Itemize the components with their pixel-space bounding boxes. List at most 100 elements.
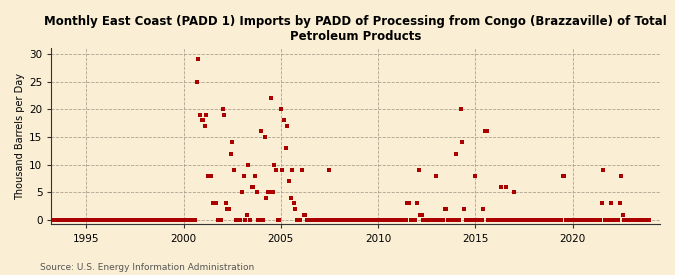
Point — [102, 218, 113, 222]
Point — [506, 218, 516, 222]
Point — [441, 207, 452, 211]
Point — [433, 218, 443, 222]
Point — [606, 201, 617, 206]
Point — [49, 218, 59, 222]
Point — [109, 218, 119, 222]
Point — [122, 218, 132, 222]
Point — [515, 218, 526, 222]
Point — [556, 218, 566, 222]
Point — [568, 218, 579, 222]
Point — [561, 218, 572, 222]
Point — [191, 79, 202, 84]
Point — [186, 218, 197, 222]
Point — [75, 218, 86, 222]
Point — [274, 218, 285, 222]
Point — [259, 135, 270, 139]
Point — [635, 218, 646, 222]
Point — [280, 146, 291, 150]
Point — [620, 218, 631, 222]
Point — [261, 196, 271, 200]
Point — [514, 218, 524, 222]
Point — [138, 218, 148, 222]
Point — [544, 218, 555, 222]
Point — [530, 218, 541, 222]
Point — [323, 218, 333, 222]
Point — [431, 174, 442, 178]
Point — [643, 218, 654, 222]
Point — [148, 218, 159, 222]
Point — [89, 218, 100, 222]
Point — [272, 218, 283, 222]
Point — [263, 190, 273, 194]
Point — [567, 218, 578, 222]
Point — [517, 218, 528, 222]
Point — [222, 207, 233, 211]
Point — [415, 212, 426, 217]
Point — [410, 218, 421, 222]
Point — [141, 218, 152, 222]
Point — [361, 218, 372, 222]
Point — [575, 218, 586, 222]
Point — [368, 218, 379, 222]
Point — [465, 218, 476, 222]
Point — [339, 218, 350, 222]
Point — [301, 218, 312, 222]
Point — [295, 218, 306, 222]
Point — [539, 218, 550, 222]
Point — [304, 218, 315, 222]
Point — [637, 218, 647, 222]
Point — [153, 218, 163, 222]
Point — [504, 218, 515, 222]
Point — [58, 218, 69, 222]
Point — [303, 218, 314, 222]
Point — [209, 201, 220, 206]
Point — [543, 218, 554, 222]
Point — [475, 218, 485, 222]
Y-axis label: Thousand Barrels per Day: Thousand Barrels per Day — [15, 73, 25, 200]
Point — [471, 218, 482, 222]
Point — [421, 218, 432, 222]
Point — [491, 218, 502, 222]
Point — [608, 218, 618, 222]
Point — [88, 218, 99, 222]
Point — [416, 212, 427, 217]
Point — [196, 118, 207, 123]
Point — [133, 218, 144, 222]
Point — [520, 218, 531, 222]
Point — [355, 218, 366, 222]
Point — [300, 212, 310, 217]
Point — [128, 218, 139, 222]
Point — [456, 107, 466, 111]
Point — [266, 96, 277, 100]
Point — [180, 218, 190, 222]
Point — [628, 218, 639, 222]
Point — [90, 218, 101, 222]
Point — [277, 168, 288, 172]
Point — [360, 218, 371, 222]
Point — [470, 174, 481, 178]
Point — [413, 168, 424, 172]
Point — [392, 218, 403, 222]
Point — [193, 57, 204, 62]
Point — [449, 218, 460, 222]
Point — [549, 218, 560, 222]
Point — [405, 218, 416, 222]
Point — [385, 218, 396, 222]
Point — [126, 218, 137, 222]
Point — [468, 218, 479, 222]
Point — [481, 129, 492, 134]
Point — [439, 207, 450, 211]
Point — [452, 218, 463, 222]
Point — [335, 218, 346, 222]
Point — [311, 218, 322, 222]
Point — [554, 218, 565, 222]
Point — [296, 168, 307, 172]
Point — [55, 218, 66, 222]
Point — [381, 218, 392, 222]
Point — [169, 218, 180, 222]
Point — [457, 140, 468, 145]
Point — [234, 218, 244, 222]
Point — [238, 174, 249, 178]
Point — [243, 163, 254, 167]
Point — [139, 218, 150, 222]
